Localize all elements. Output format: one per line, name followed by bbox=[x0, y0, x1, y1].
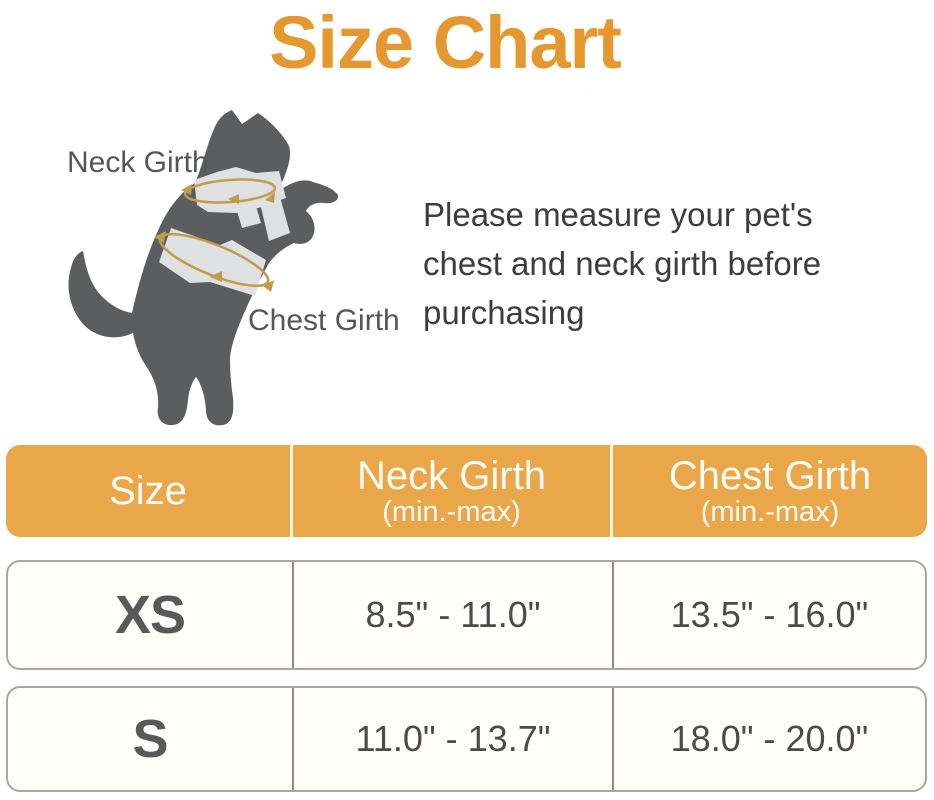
chest-range-value: 18.0" - 20.0" bbox=[670, 718, 869, 759]
neck-range-value: 11.0" - 13.7" bbox=[355, 718, 551, 759]
header-chest-title: Chest Girth bbox=[668, 453, 872, 498]
header-cell-size: Size bbox=[6, 445, 290, 537]
measure-note-line-2: chest and neck girth before bbox=[423, 245, 822, 282]
harness-buckle-tab bbox=[237, 206, 261, 228]
page-title: Size Chart bbox=[269, 1, 622, 84]
chest-girth-label: Chest Girth bbox=[248, 304, 400, 337]
header-neck-subtitle: (min.-max) bbox=[382, 495, 521, 528]
header-neck-title: Neck Girth bbox=[357, 453, 546, 498]
cell-chest-s: 18.0" - 20.0" bbox=[612, 688, 925, 790]
measure-note-line-1: Please measure your pet's bbox=[423, 196, 813, 233]
header-chest-subtitle: (min.-max) bbox=[700, 495, 840, 528]
neck-measure-arrow-icon bbox=[181, 178, 277, 204]
neck-range-value: 8.5" - 11.0" bbox=[365, 594, 541, 635]
header-cell-neck-girth: Neck Girth (min.-max) bbox=[290, 445, 610, 537]
header-size-label: Size bbox=[109, 469, 187, 513]
size-value: S bbox=[132, 709, 168, 769]
size-value: XS bbox=[114, 585, 186, 645]
cell-neck-xs: 8.5" - 11.0" bbox=[292, 562, 612, 668]
chest-measure-arrow-icon bbox=[154, 231, 274, 292]
harness-connector-strap bbox=[260, 197, 290, 241]
table-row-xs: XS 8.5" - 11.0" 13.5" - 16.0" bbox=[6, 560, 927, 670]
chest-range-value: 13.5" - 16.0" bbox=[670, 594, 869, 635]
cell-size-s: S bbox=[8, 688, 292, 790]
table-row-s: S 11.0" - 13.7" 18.0" - 20.0" bbox=[6, 686, 927, 792]
measure-note-line-3: purchasing bbox=[423, 294, 585, 331]
measure-note: Please measure your pet's chest and neck… bbox=[423, 190, 821, 337]
cat-measurement-illustration bbox=[68, 110, 339, 426]
size-table-header: Size Neck Girth (min.-max) Chest Girth (… bbox=[6, 445, 927, 537]
cell-chest-xs: 13.5" - 16.0" bbox=[612, 562, 925, 668]
cell-neck-s: 11.0" - 13.7" bbox=[292, 688, 612, 790]
neck-girth-label: Neck Girth bbox=[67, 146, 209, 179]
header-cell-chest-girth: Chest Girth (min.-max) bbox=[610, 445, 927, 537]
harness-chest-band bbox=[159, 228, 266, 296]
cell-size-xs: XS bbox=[8, 562, 292, 668]
